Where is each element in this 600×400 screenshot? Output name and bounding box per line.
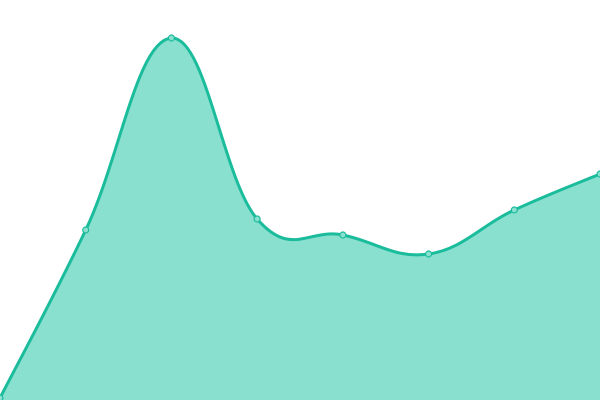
data-point-2 (167, 34, 176, 42)
data-point-0 (0, 394, 4, 400)
data-point-7 (596, 170, 600, 178)
data-point-5 (424, 250, 433, 258)
data-points (0, 34, 600, 400)
data-point-6 (510, 206, 518, 214)
data-point-1 (82, 226, 90, 234)
data-point-3 (253, 215, 261, 223)
area-fill (0, 37, 600, 400)
data-point-4 (339, 231, 347, 239)
